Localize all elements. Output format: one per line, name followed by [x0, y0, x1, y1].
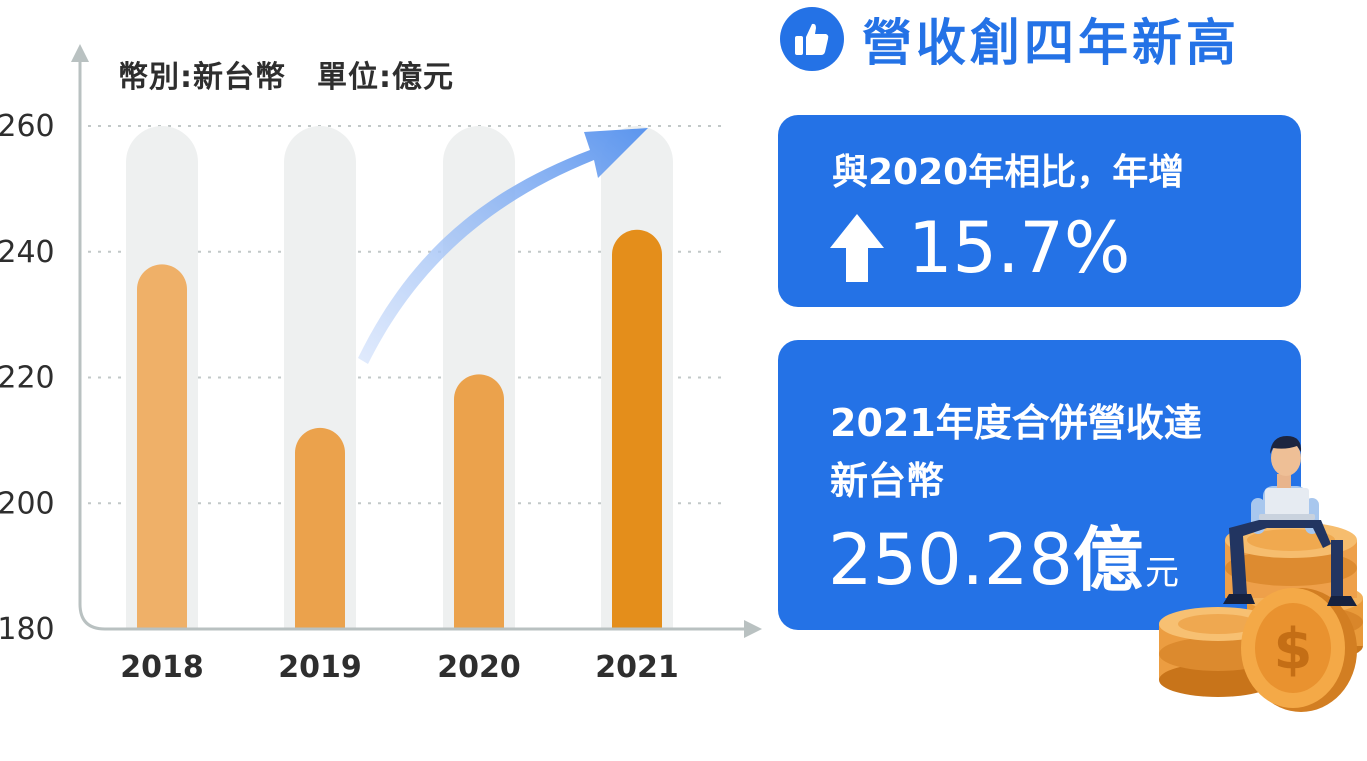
growth-title: 與2020年相比，年增 — [832, 152, 1185, 193]
businessman-icon — [1223, 436, 1357, 606]
revenue-amount: 250.28 — [828, 519, 1073, 601]
growth-value-row: 15.7% — [828, 207, 1130, 289]
y-tick-label: 240 — [0, 235, 55, 270]
bar-2021 — [612, 229, 662, 629]
y-tick-label: 260 — [0, 109, 55, 144]
y-tick-labels: 180 200 220 240 260 — [0, 109, 55, 647]
revenue-value-row: 250.28億元 — [828, 504, 1179, 605]
svg-text:$: $ — [1274, 617, 1313, 682]
y-tick-label: 180 — [0, 612, 55, 647]
revenue-currency: 新台幣 — [830, 459, 945, 503]
y-axis-arrowhead — [71, 44, 89, 62]
revenue-description: 2021年度合併營收達 — [830, 401, 1202, 445]
growth-arrow — [358, 128, 648, 364]
businessman-on-coins-illustration: $ — [1159, 436, 1363, 712]
headline: 營收創四年新高 — [780, 6, 1240, 72]
bar-2018 — [137, 264, 187, 629]
x-tick-label-2019: 2019 — [278, 650, 362, 685]
x-axis-arrowhead — [744, 620, 762, 638]
y-tick-label: 200 — [0, 486, 55, 521]
thumbs-up-icon — [780, 7, 844, 71]
y-tick-label: 220 — [0, 361, 55, 396]
currency-unit-note: 幣別:新台幣 單位:億元 — [118, 60, 454, 95]
bar-chart: 180 200 220 240 260 2018 2019 2020 2021 — [0, 44, 762, 685]
x-tick-label-2020: 2020 — [437, 650, 521, 685]
bar-2020 — [454, 374, 504, 629]
revenue-unit-yi: 億 — [1072, 519, 1143, 601]
x-tick-label-2021: 2021 — [595, 650, 679, 685]
dollar-coin-icon: $ — [1241, 588, 1357, 712]
growth-card: 與2020年相比，年增 15.7% — [778, 115, 1301, 307]
revenue-card: 2021年度合併營收達 新台幣 250.28億元 — [778, 340, 1301, 630]
bars — [137, 229, 662, 629]
axes — [71, 44, 762, 638]
gridlines — [88, 125, 728, 505]
headline-title: 營收創四年新高 — [862, 14, 1240, 72]
growth-percentage: 15.7% — [908, 207, 1131, 289]
axis-corner — [78, 603, 106, 631]
x-tick-label-2018: 2018 — [120, 650, 204, 685]
revenue-unit-yuan: 元 — [1144, 553, 1179, 593]
bar-2019 — [295, 427, 345, 629]
up-arrow-icon — [830, 214, 884, 282]
x-tick-labels: 2018 2019 2020 2021 — [120, 650, 679, 685]
